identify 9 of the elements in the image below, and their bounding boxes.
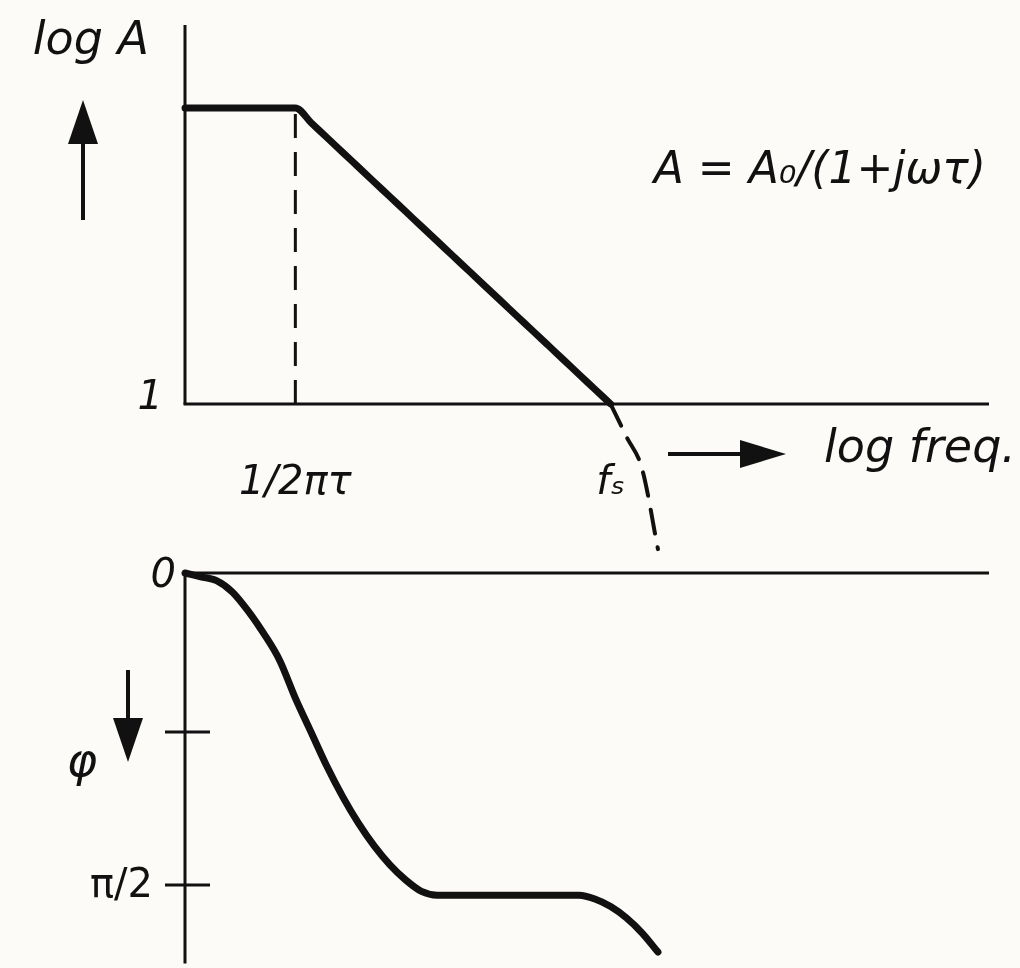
annotation: A = A₀/(1+jωτ) — [650, 142, 986, 194]
text: 0 — [150, 550, 176, 597]
y-axis-title: log A — [32, 10, 149, 65]
y-axis-title: φ — [66, 732, 97, 787]
text: π/2 — [89, 860, 153, 907]
x-axis-title: log freq. — [824, 419, 1016, 473]
x-tick-label: fₛ — [596, 457, 626, 504]
text: 1 — [137, 372, 163, 419]
x-tick-label: 1/2πτ — [239, 457, 353, 504]
